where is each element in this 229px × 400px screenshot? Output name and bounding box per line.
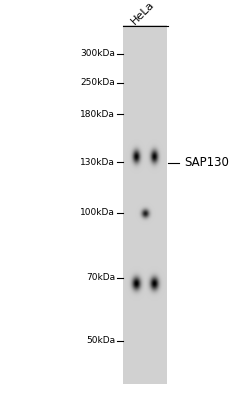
- Text: 130kDa: 130kDa: [80, 158, 114, 167]
- Text: 50kDa: 50kDa: [85, 336, 114, 345]
- Text: 250kDa: 250kDa: [80, 78, 114, 87]
- Text: 100kDa: 100kDa: [80, 208, 114, 217]
- Text: 300kDa: 300kDa: [80, 50, 114, 58]
- Text: 70kDa: 70kDa: [85, 274, 114, 282]
- Text: 180kDa: 180kDa: [80, 110, 114, 119]
- Text: SAP130: SAP130: [183, 156, 228, 169]
- Text: HeLa: HeLa: [128, 0, 155, 26]
